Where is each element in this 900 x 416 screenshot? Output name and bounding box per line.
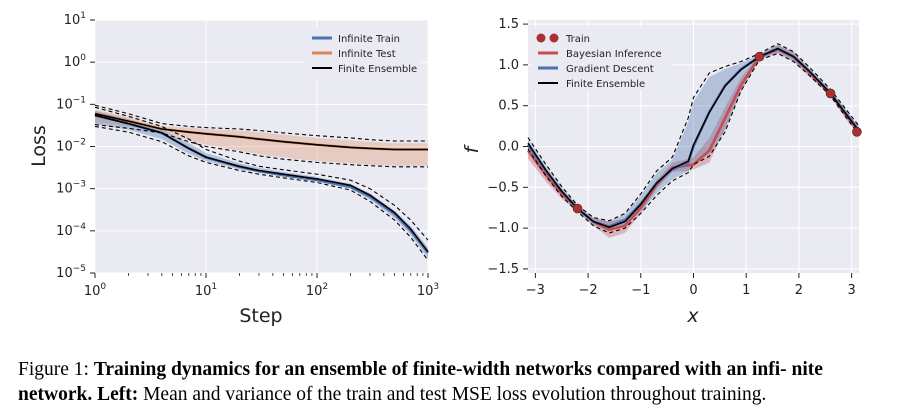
right-y-tick-label: 0.5 — [498, 99, 519, 114]
legend-label-finite-ensemble: Finite Ensemble — [338, 64, 417, 75]
legend-label-infinite-train: Infinite Train — [338, 34, 400, 45]
left-x-axis-label: Step — [239, 305, 282, 327]
left-y-tick-label: 10−5 — [56, 264, 86, 281]
right-x-tick-label: 0 — [689, 283, 697, 298]
legend-label-gradient-descent: Gradient Descent — [566, 64, 654, 75]
band-infinite-train — [95, 110, 428, 259]
right-x-tick-label: 1 — [742, 283, 750, 298]
line-finite-ensemble-test-lower — [94, 124, 428, 168]
train-point — [754, 51, 765, 62]
left-x-tick-label: 103 — [417, 282, 439, 299]
left-x-tick-label: 100 — [84, 282, 107, 299]
right-x-tick-label: −3 — [526, 283, 545, 298]
right-y-tick-label: −1.5 — [487, 262, 519, 277]
band-infinite-test — [95, 109, 428, 166]
right-lines — [526, 43, 861, 234]
left-x-tick-label: 102 — [306, 282, 328, 299]
left-x-ticks: 100 101 102 103 — [84, 273, 439, 299]
left-y-tick-label: 10−2 — [56, 138, 86, 155]
right-x-ticks: −3 −2 −1 0 1 2 3 — [526, 273, 856, 298]
legend-label-bayesian-inference: Bayesian Inference — [566, 49, 662, 60]
right-y-tick-label: 1.0 — [498, 58, 519, 73]
line-finite-ensemble-upper — [527, 43, 860, 222]
right-bands — [528, 44, 859, 238]
left-y-tick-label: 10−4 — [56, 222, 86, 239]
right-train-points — [572, 51, 862, 214]
band-gradient-descent — [528, 44, 859, 232]
left-y-tick-label: 101 — [64, 11, 86, 28]
right-y-tick-label: −1.0 — [487, 221, 519, 236]
left-legend: Infinite Train Infinite Test Finite Ense… — [303, 28, 421, 80]
right-y-tick-label: −0.5 — [487, 180, 519, 195]
right-x-tick-label: −2 — [579, 283, 598, 298]
left-x-tick-label: 101 — [195, 282, 217, 299]
left-y-axis-label: Loss — [28, 125, 50, 167]
left-y-tick-label: 10−3 — [56, 180, 86, 197]
line-finite-ensemble-test-upper — [94, 104, 428, 142]
line-finite-ensemble-test — [94, 112, 428, 151]
figure-caption: Figure 1: Training dynamics for an ensem… — [18, 357, 884, 407]
legend-label-finite-ensemble-right: Finite Ensemble — [566, 79, 645, 90]
left-y-tick-label: 100 — [64, 53, 87, 70]
left-y-ticks: 10−5 10−4 10−3 10−2 10−1 100 101 — [56, 11, 95, 281]
right-x-tick-label: 3 — [847, 283, 855, 298]
right-legend: Train Bayesian Inference Gradient Descen… — [532, 28, 672, 90]
caption-rest: Mean and variance of the train and test … — [138, 384, 767, 405]
right-y-axis-label: f — [461, 143, 483, 153]
right-x-axis-label: x — [686, 305, 699, 327]
train-point — [825, 88, 836, 99]
legend-label-infinite-test: Infinite Test — [338, 49, 396, 60]
right-function-chart: −3 −2 −1 0 1 2 3 −1.5−1.0−0.50.00.51.01.5 x f … — [461, 17, 862, 327]
right-y-ticks: −1.5 −1.0 −0.5 0.0 0.5 1.0 1.5 — [487, 17, 528, 277]
left-y-tick-label: 10−1 — [56, 95, 86, 112]
caption-bold: Training dynamics for an ensemble of fin… — [18, 359, 823, 405]
line-finite-ensemble-lower — [527, 52, 860, 234]
left-bands — [95, 109, 428, 259]
right-y-tick-label: 0.0 — [498, 140, 519, 155]
train-point — [572, 203, 583, 214]
right-y-tick-label: 1.5 — [498, 17, 519, 32]
right-x-tick-label: 2 — [795, 283, 803, 298]
line-finite-ensemble-mean — [527, 47, 860, 229]
line-finite-ensemble-train-lower — [94, 125, 429, 261]
legend-marker-train-2 — [549, 33, 559, 43]
legend-marker-train-1 — [536, 33, 546, 43]
left-lines — [94, 104, 429, 261]
left-loss-chart: 100 101 102 103 10−510−410−310−210−1100101 … — [28, 11, 439, 327]
line-finite-ensemble-train — [94, 114, 429, 253]
train-point — [852, 127, 862, 137]
legend-label-train: Train — [565, 34, 590, 45]
figure: 100 101 102 103 10−510−410−310−210−1100101 … — [28, 11, 862, 327]
right-x-tick-label: −1 — [631, 283, 650, 298]
caption-prefix: Figure 1: — [18, 359, 94, 380]
